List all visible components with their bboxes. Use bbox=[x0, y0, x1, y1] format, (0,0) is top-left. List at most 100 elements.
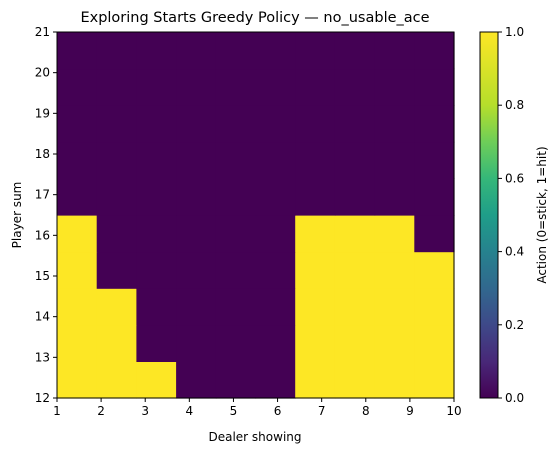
heatmap-cell bbox=[216, 215, 256, 252]
heatmap-cell bbox=[97, 288, 137, 325]
heatmap-cell bbox=[136, 32, 176, 69]
heatmap-cell bbox=[375, 142, 415, 179]
heatmap-cell bbox=[57, 361, 97, 398]
y-tick-label: 16 bbox=[35, 228, 50, 242]
heatmap-cell bbox=[176, 288, 216, 325]
heatmap-cell bbox=[375, 288, 415, 325]
y-tick-label: 12 bbox=[35, 391, 50, 405]
x-axis-label: Dealer showing bbox=[208, 430, 301, 444]
heatmap-cell bbox=[295, 215, 335, 252]
x-tick-label: 2 bbox=[97, 404, 105, 418]
heatmap-cell bbox=[216, 252, 256, 289]
colorbar-tick-label: 1.0 bbox=[505, 25, 524, 39]
heatmap-cell bbox=[295, 288, 335, 325]
heatmap-cell bbox=[295, 178, 335, 215]
heatmap-cell bbox=[335, 32, 375, 69]
y-tick-label: 14 bbox=[35, 310, 50, 324]
heatmap-cell bbox=[335, 252, 375, 289]
heatmap-cell bbox=[176, 361, 216, 398]
heatmap-cell bbox=[57, 142, 97, 179]
x-tick-label: 3 bbox=[141, 404, 149, 418]
y-tick-label: 19 bbox=[35, 106, 50, 120]
heatmap-cell bbox=[216, 325, 256, 362]
colorbar-tick-label: 0.0 bbox=[505, 391, 524, 405]
heatmap-cell bbox=[57, 215, 97, 252]
heatmap-cell bbox=[335, 105, 375, 142]
heatmap-cell bbox=[136, 178, 176, 215]
heatmap-cell bbox=[216, 142, 256, 179]
heatmap-cell bbox=[295, 361, 335, 398]
heatmap-cell bbox=[57, 325, 97, 362]
heatmap-cell bbox=[414, 105, 454, 142]
y-tick-label: 18 bbox=[35, 147, 50, 161]
y-tick-label: 13 bbox=[35, 350, 50, 364]
x-tick-label: 5 bbox=[230, 404, 238, 418]
heatmap-cell bbox=[216, 32, 256, 69]
heatmap-cell bbox=[216, 105, 256, 142]
x-tick-label: 10 bbox=[446, 404, 461, 418]
heatmap-cell bbox=[335, 361, 375, 398]
heatmap-cell bbox=[256, 252, 296, 289]
heatmap-cell bbox=[97, 69, 137, 106]
heatmap-cell bbox=[97, 32, 137, 69]
heatmap-cell bbox=[136, 325, 176, 362]
heatmap-cell bbox=[97, 105, 137, 142]
heatmap-cell bbox=[414, 252, 454, 289]
heatmap-cell bbox=[375, 69, 415, 106]
heatmap-cell bbox=[216, 178, 256, 215]
x-tick-label: 4 bbox=[186, 404, 194, 418]
y-tick-label: 21 bbox=[35, 25, 50, 39]
heatmap-cell bbox=[335, 178, 375, 215]
heatmap-cell bbox=[136, 361, 176, 398]
heatmap-cell bbox=[335, 215, 375, 252]
heatmap-cell bbox=[335, 288, 375, 325]
heatmap-cell bbox=[256, 142, 296, 179]
heatmap-cell bbox=[136, 105, 176, 142]
heatmap-cell bbox=[295, 105, 335, 142]
heatmap-cell bbox=[176, 252, 216, 289]
heatmap-cell bbox=[335, 325, 375, 362]
heatmap-cell bbox=[295, 252, 335, 289]
heatmap-cell bbox=[414, 215, 454, 252]
heatmap-cell bbox=[57, 178, 97, 215]
heatmap-cell bbox=[97, 142, 137, 179]
heatmap-cell bbox=[136, 288, 176, 325]
heatmap-cell bbox=[295, 32, 335, 69]
heatmap-cell bbox=[256, 215, 296, 252]
heatmap-cell bbox=[295, 69, 335, 106]
heatmap-cell bbox=[256, 105, 296, 142]
heatmap-cell bbox=[375, 32, 415, 69]
heatmap-cell bbox=[97, 361, 137, 398]
heatmap-cell bbox=[176, 215, 216, 252]
y-axis-ticks: 12 13 14 15 16 17 18 19 20 21 bbox=[35, 25, 57, 405]
heatmap-cell bbox=[57, 105, 97, 142]
heatmap-cell bbox=[216, 361, 256, 398]
heatmap-cell bbox=[414, 325, 454, 362]
colorbar bbox=[480, 32, 498, 398]
heatmap-cell bbox=[176, 325, 216, 362]
heatmap-cell bbox=[295, 325, 335, 362]
heatmap-cell bbox=[216, 288, 256, 325]
heatmap-cell bbox=[136, 142, 176, 179]
heatmap-cell bbox=[176, 32, 216, 69]
heatmap-cell bbox=[335, 142, 375, 179]
heatmap-cells bbox=[57, 32, 455, 399]
x-tick-label: 6 bbox=[274, 404, 282, 418]
heatmap-cell bbox=[256, 69, 296, 106]
colorbar-ticks: 0.0 0.2 0.4 0.6 0.8 1.0 bbox=[498, 25, 524, 405]
heatmap-cell bbox=[256, 288, 296, 325]
heatmap-cell bbox=[256, 32, 296, 69]
heatmap-cell bbox=[97, 178, 137, 215]
colorbar-label: Action (0=stick, 1=hit) bbox=[535, 146, 549, 283]
heatmap-cell bbox=[57, 288, 97, 325]
heatmap-cell bbox=[375, 325, 415, 362]
heatmap-cell bbox=[176, 178, 216, 215]
heatmap-cell bbox=[375, 361, 415, 398]
heatmap-cell bbox=[136, 252, 176, 289]
heatmap-cell bbox=[97, 325, 137, 362]
heatmap-cell bbox=[256, 325, 296, 362]
x-tick-label: 9 bbox=[406, 404, 414, 418]
colorbar-tick-label: 0.2 bbox=[505, 318, 524, 332]
heatmap-cell bbox=[375, 215, 415, 252]
heatmap-cell bbox=[176, 142, 216, 179]
